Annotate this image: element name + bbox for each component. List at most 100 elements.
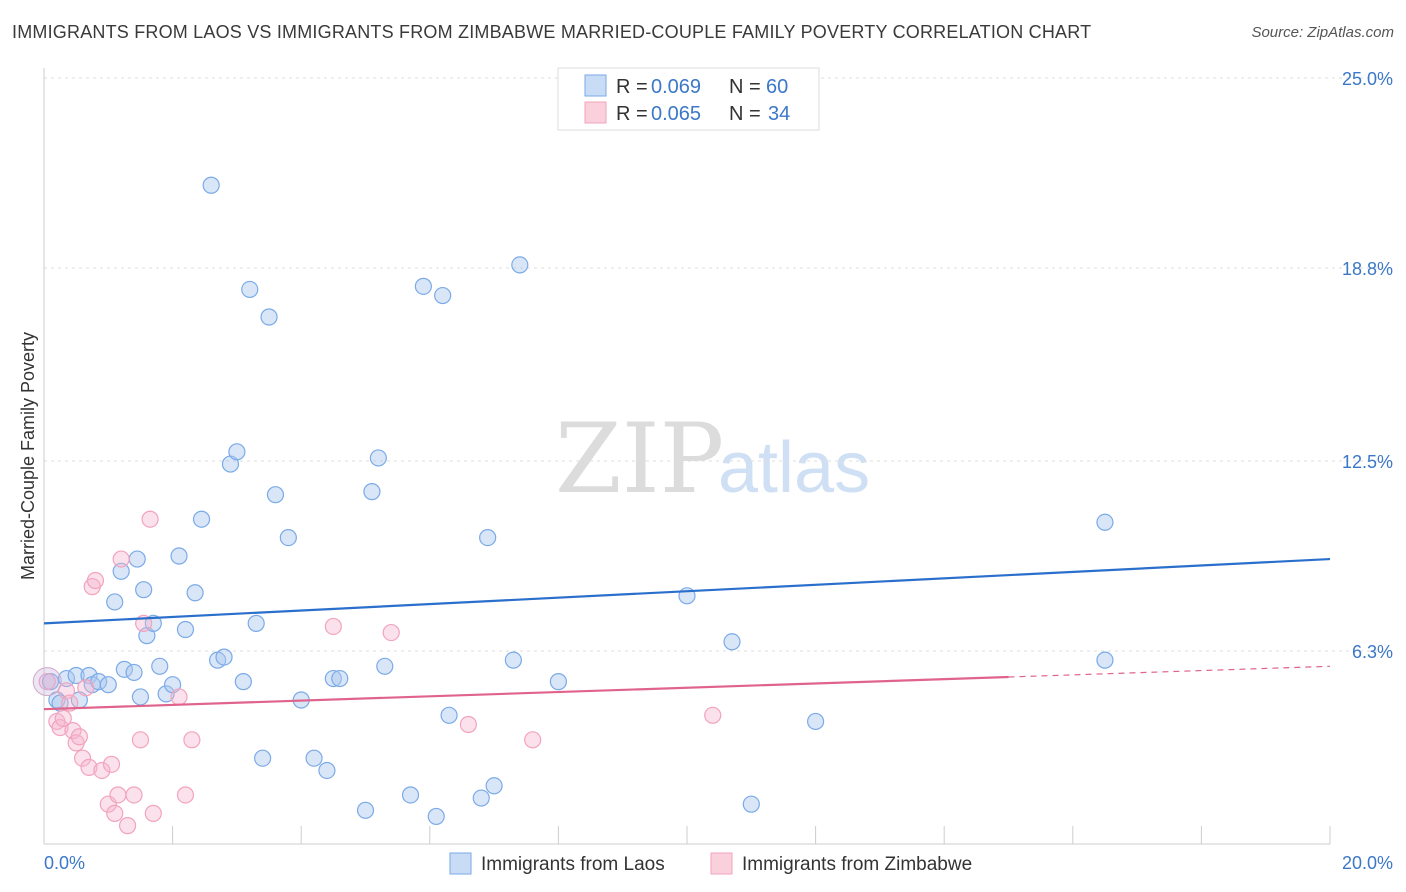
point-laos-48 (414, 277, 432, 295)
point-laos-56 (511, 256, 529, 274)
point-zimbabwe-18 (109, 786, 127, 804)
watermark-zip: ZIP (555, 403, 724, 515)
watermark-atlas: atlas (718, 428, 870, 508)
point-laos-32 (241, 280, 259, 299)
point-laos-31 (234, 673, 252, 691)
point-laos-54 (485, 777, 503, 795)
point-laos-14 (128, 550, 146, 568)
source-label: Source: ZipAtlas.com (1251, 24, 1394, 41)
point-laos-43 (356, 801, 375, 819)
point-laos-19 (151, 657, 169, 675)
x-tick-label-min: 0.0% (44, 853, 85, 873)
point-zimbabwe-13 (86, 571, 105, 590)
point-zimbabwe-21 (125, 786, 143, 804)
point-laos-24 (186, 584, 204, 602)
point-laos-42 (331, 669, 349, 688)
bottom-legend-swatch-zimbabwe (710, 852, 733, 875)
point-zimbabwe-33 (459, 715, 477, 734)
point-zimbabwe-9 (73, 749, 92, 767)
legend-n-label-laos: N = (729, 76, 761, 98)
point-laos-57 (549, 673, 568, 691)
point-laos-62 (1096, 651, 1114, 669)
point-laos-33 (247, 614, 265, 632)
point-zimbabwe-26 (170, 688, 188, 706)
legend-r-label-laos: R = (616, 76, 648, 98)
point-laos-49 (434, 286, 452, 305)
point-laos-16 (135, 581, 153, 599)
point-zimbabwe-16 (102, 755, 121, 773)
legend-swatch-laos (584, 74, 607, 97)
point-laos-40 (318, 761, 336, 780)
legend-r-value-laos: 0.069 (651, 76, 701, 98)
point-laos-9 (99, 676, 117, 694)
point-zimbabwe-cluster (32, 667, 62, 697)
point-zimbabwe-28 (176, 786, 195, 804)
point-zimbabwe-20 (118, 817, 137, 835)
point-laos-13 (125, 663, 143, 682)
trend-line-laos (43, 557, 1331, 625)
point-laos-59 (806, 712, 825, 731)
point-zimbabwe-30 (382, 623, 400, 642)
point-zimbabwe-14 (93, 761, 111, 780)
y-tick-label-1: 12.5% (1342, 452, 1393, 472)
point-laos-30 (228, 443, 246, 461)
point-zimbabwe-3 (54, 709, 72, 727)
trend-line-zimbabwe-dashed (1008, 665, 1331, 678)
x-tick-label-max: 20.0% (1342, 853, 1393, 873)
point-laos-22 (170, 547, 188, 565)
point-zimbabwe-8 (70, 728, 88, 746)
point-laos-45 (369, 449, 387, 467)
trend-lines (43, 557, 1331, 711)
legend-n-value-laos: 60 (766, 76, 788, 98)
point-laos-26 (202, 176, 220, 194)
point-laos-4 (67, 666, 85, 685)
y-axis-label: Married-Couple Family Poverty (18, 332, 38, 580)
point-zimbabwe-11 (80, 758, 98, 777)
point-laos-39 (305, 749, 323, 767)
bottom-legend-label-laos: Immigrants from Laos (481, 854, 665, 875)
point-laos-15 (131, 688, 150, 706)
legend-bottom: Immigrants from Laos Immigrants from Zim… (449, 852, 972, 875)
point-laos-23 (176, 620, 195, 639)
point-laos-28 (215, 648, 233, 666)
point-laos-20 (157, 685, 175, 703)
point-zimbabwe-10 (77, 679, 95, 697)
point-laos-11 (112, 562, 130, 580)
point-laos-47 (401, 786, 420, 804)
point-zimbabwe-22 (131, 731, 150, 749)
point-laos-55 (504, 651, 522, 669)
point-zimbabwe-27 (183, 731, 201, 749)
point-laos-50 (427, 807, 445, 826)
y-tick-label-0: 6.3% (1352, 642, 1393, 662)
trend-line-zimbabwe (43, 675, 1009, 711)
y-tick-labels: 6.3% 12.5% 18.8% 25.0% (1342, 69, 1393, 662)
point-laos-61 (1096, 513, 1114, 531)
point-laos-46 (376, 657, 394, 675)
point-laos-51 (440, 706, 458, 724)
y-tick-label-3: 25.0% (1342, 69, 1393, 89)
y-tick-label-2: 18.8% (1342, 259, 1393, 279)
point-laos-52 (479, 528, 497, 547)
legend-top: R = 0.069 N = 60 R = 0.065 N = 34 (557, 67, 820, 131)
point-zimbabwe-32 (704, 706, 722, 724)
point-laos-25 (192, 510, 211, 528)
point-laos-63 (723, 633, 741, 651)
point-laos-37 (279, 528, 297, 547)
point-zimbabwe-0 (38, 673, 56, 691)
point-zimbabwe-2 (51, 718, 69, 737)
series-zimbabwe-points (32, 510, 722, 835)
point-zimbabwe-17 (106, 804, 124, 822)
legend-swatch-zimbabwe (584, 101, 607, 124)
point-laos-3 (57, 669, 76, 688)
point-laos-60 (742, 795, 760, 813)
point-zimbabwe-24 (141, 510, 159, 528)
legend-r-value-zimbabwe: 0.065 (651, 103, 701, 125)
point-laos-10 (106, 593, 124, 611)
point-laos-53 (472, 789, 490, 807)
bottom-legend-label-zimbabwe: Immigrants from Zimbabwe (742, 854, 972, 875)
point-zimbabwe-25 (144, 804, 162, 822)
point-laos-34 (254, 749, 272, 767)
point-laos-12 (115, 660, 133, 678)
point-laos-41 (324, 669, 342, 688)
legend-r-label-zimbabwe: R = (616, 103, 648, 125)
